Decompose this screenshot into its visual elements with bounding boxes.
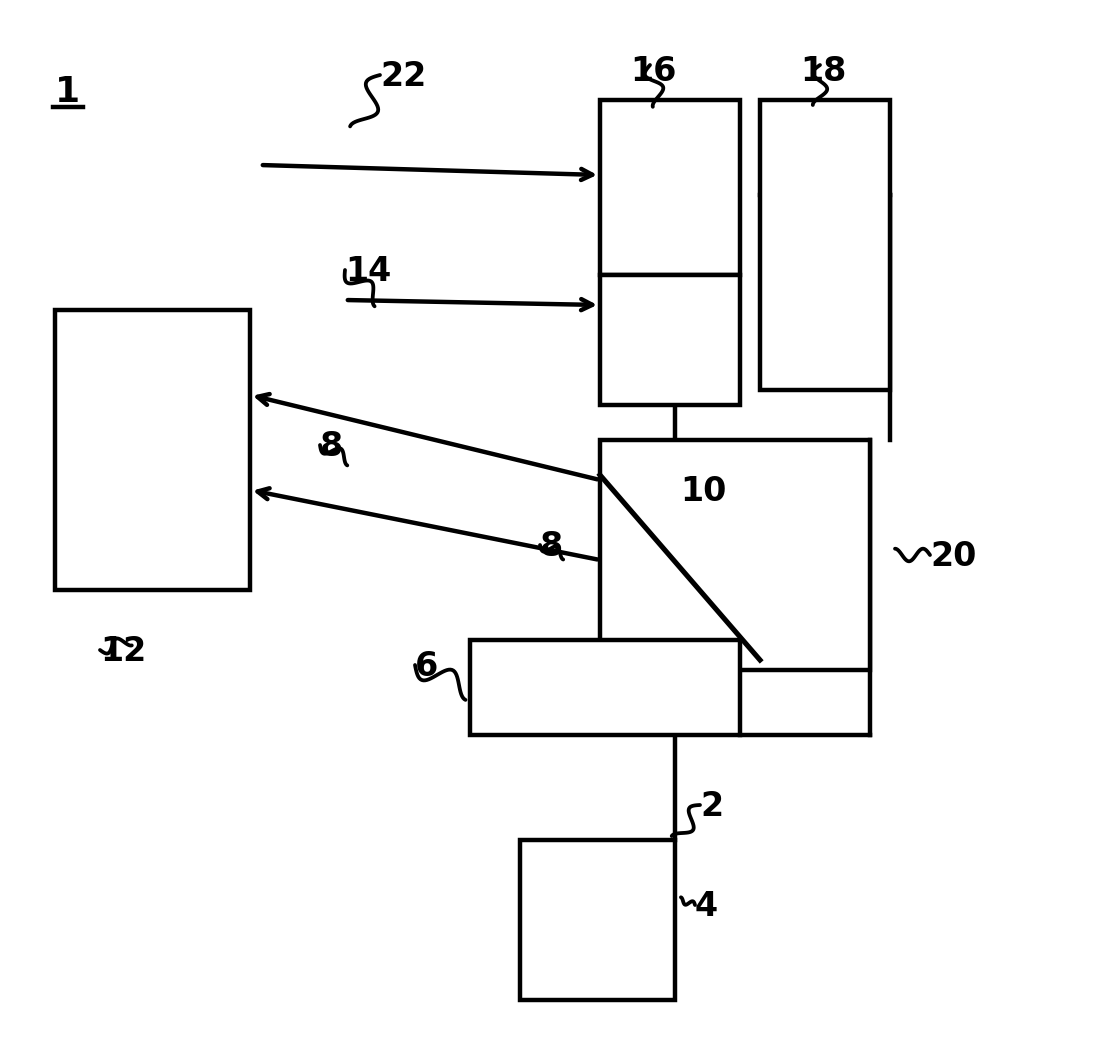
Bar: [600, 275, 740, 405]
Text: 22: 22: [380, 60, 426, 92]
Bar: [520, 840, 675, 1000]
Text: 4: 4: [695, 890, 718, 923]
Text: 6: 6: [415, 650, 438, 683]
Text: 2: 2: [700, 790, 723, 823]
Text: 20: 20: [930, 540, 976, 573]
Bar: [600, 100, 740, 275]
Text: 1: 1: [55, 75, 80, 109]
Text: 16: 16: [631, 55, 676, 88]
Bar: [760, 100, 890, 390]
Text: 14: 14: [345, 255, 391, 288]
Text: 8: 8: [320, 430, 343, 463]
Bar: [55, 310, 250, 590]
Text: 10: 10: [680, 475, 727, 508]
Bar: [600, 440, 870, 669]
Text: 12: 12: [100, 635, 146, 668]
Text: 18: 18: [800, 55, 846, 88]
Text: 8: 8: [540, 530, 563, 563]
Bar: [470, 640, 740, 735]
